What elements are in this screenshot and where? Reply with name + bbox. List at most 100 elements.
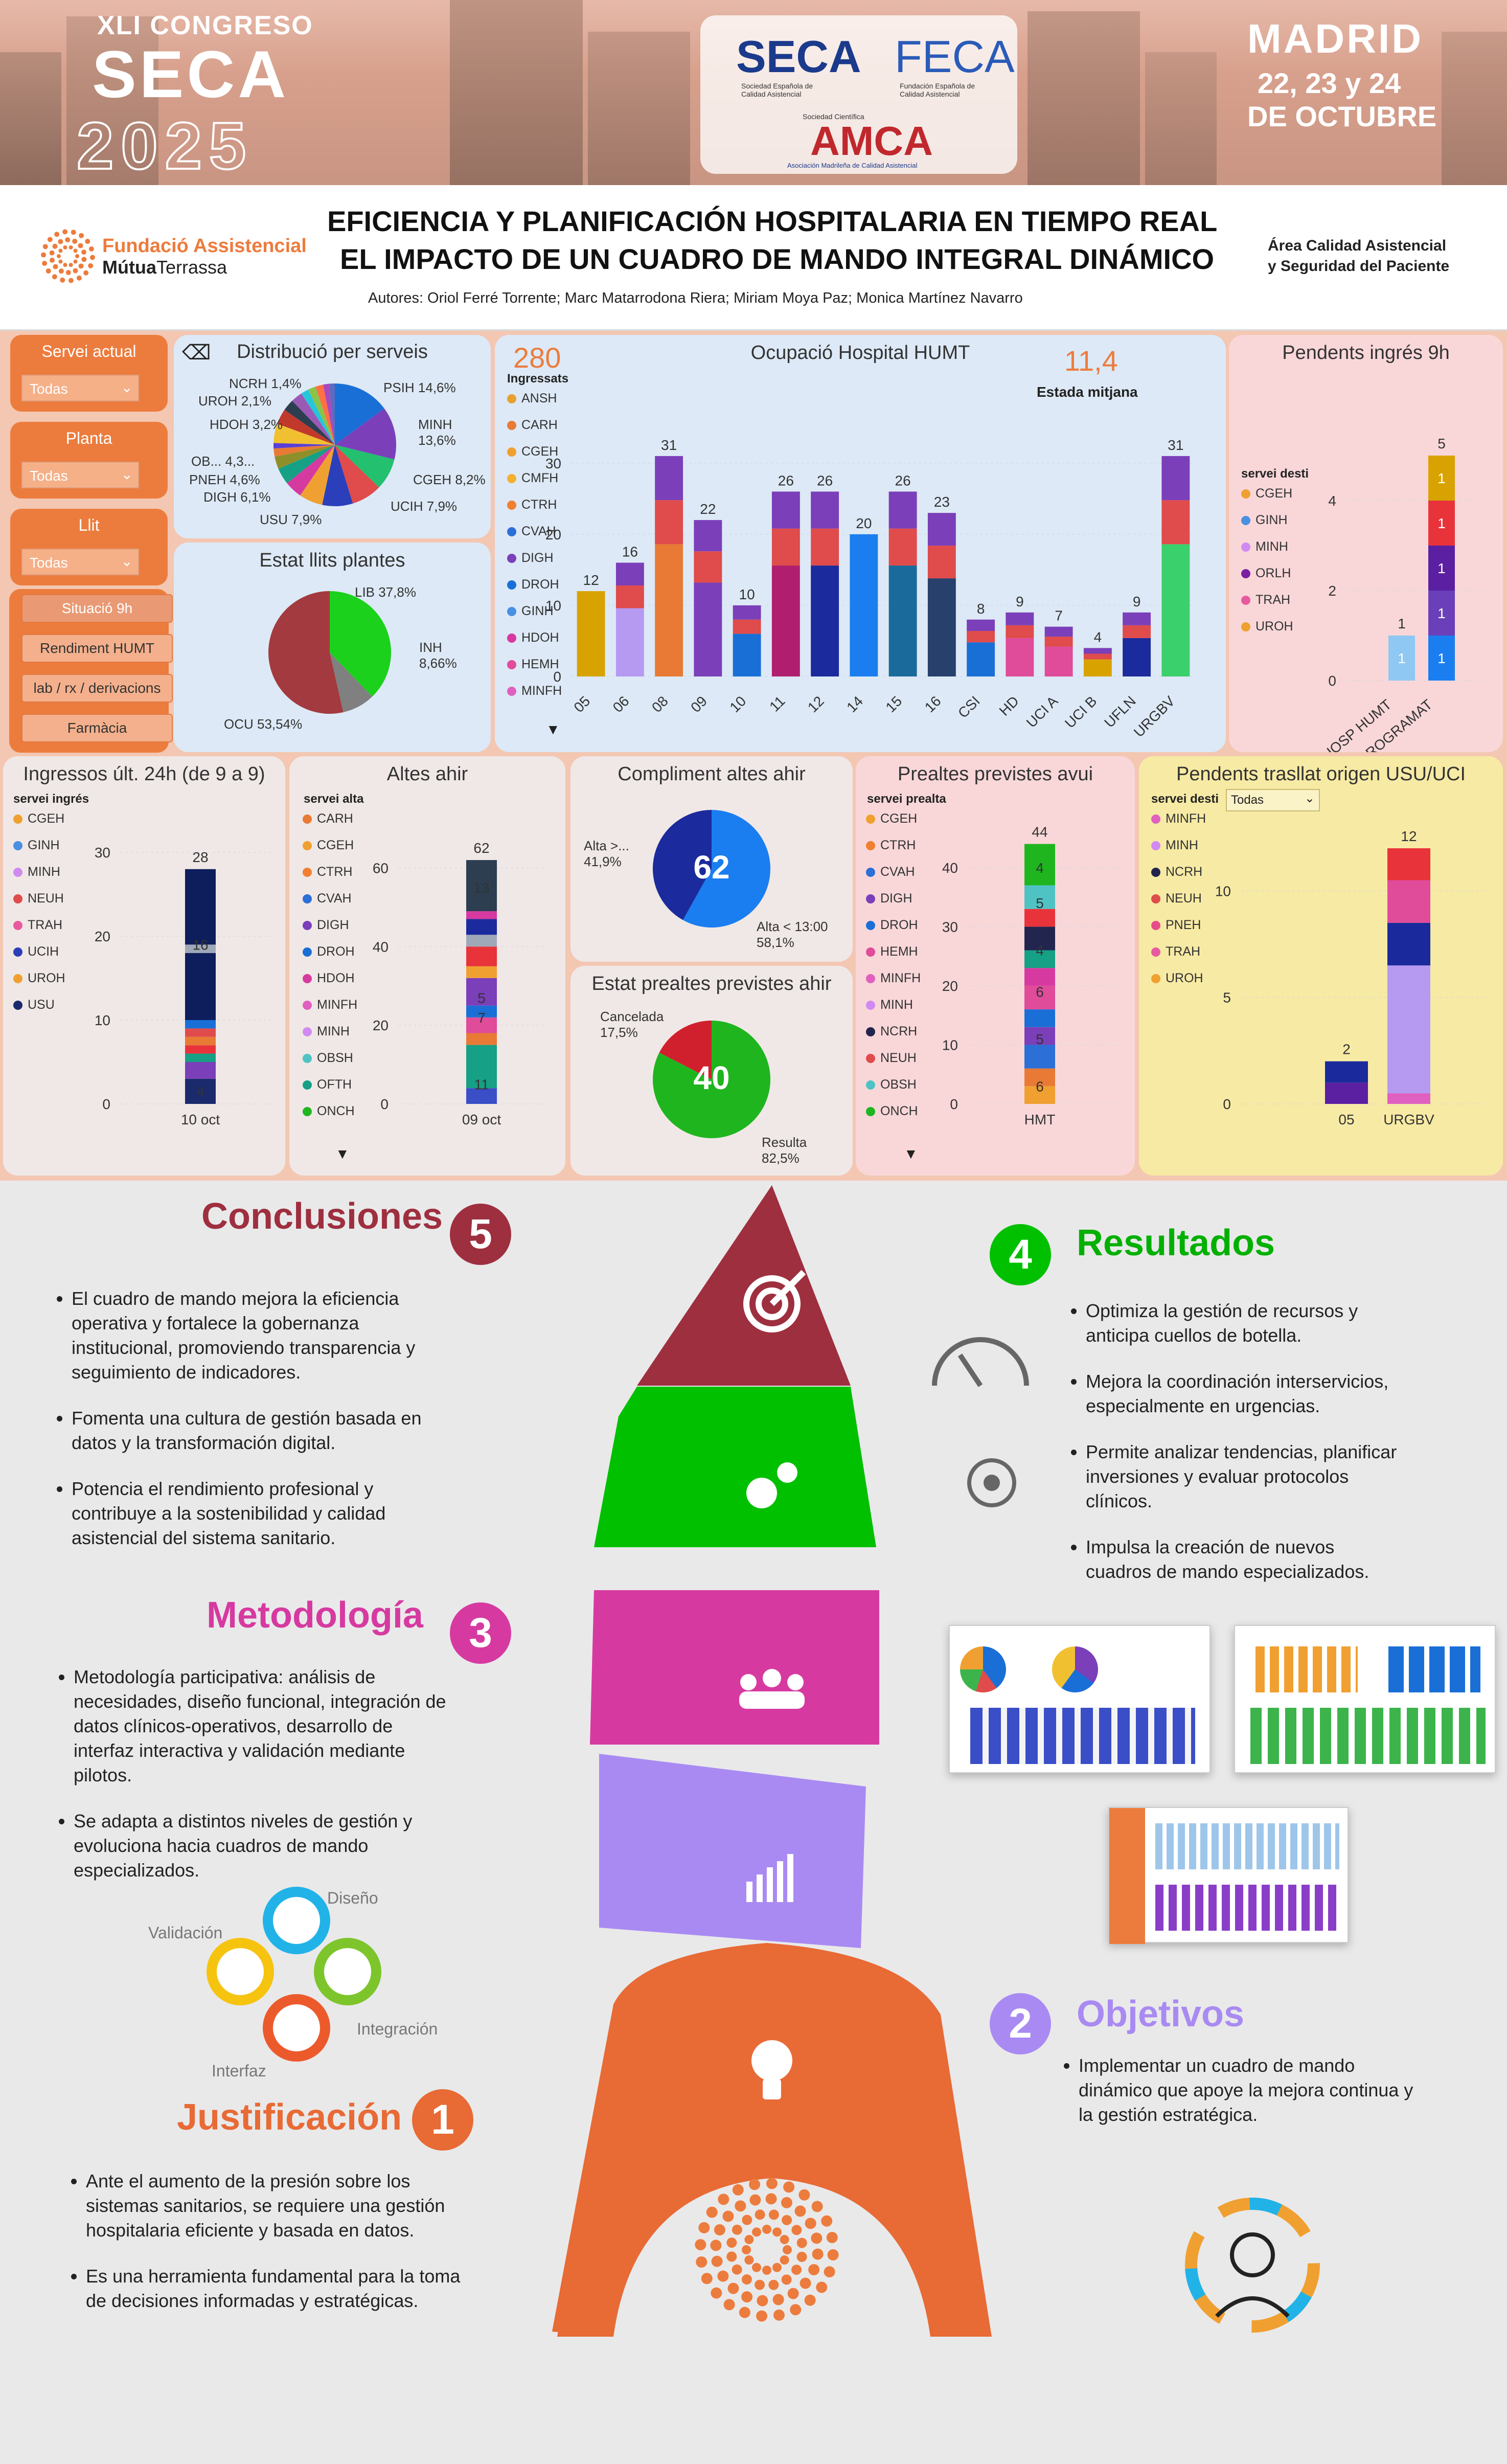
legend-item[interactable]: CTRH	[303, 865, 352, 879]
bar-segment[interactable]	[615, 585, 644, 608]
nav-farmacia[interactable]: Farmàcia	[21, 714, 173, 742]
bar-segment[interactable]	[1083, 659, 1112, 676]
bar-segment[interactable]	[1388, 636, 1415, 681]
legend-item[interactable]: PNEH	[1151, 918, 1201, 933]
bar-segment[interactable]	[466, 1005, 497, 1018]
chevron-down-icon[interactable]: ▼	[335, 1146, 350, 1162]
bar-segment[interactable]	[615, 608, 644, 677]
bar-segment[interactable]	[1024, 909, 1055, 927]
legend-item[interactable]: NCRH	[866, 1024, 917, 1039]
trasllat-filter[interactable]: Todas ⌄	[1226, 789, 1320, 811]
chevron-down-icon[interactable]: ▼	[546, 721, 560, 737]
bar-segment[interactable]	[1024, 1086, 1055, 1104]
bar-segment[interactable]	[1024, 885, 1055, 909]
bar-segment[interactable]	[466, 860, 497, 912]
legend-item[interactable]: GINH	[507, 604, 554, 619]
legend-item[interactable]: OBSH	[303, 1051, 353, 1066]
legend-item[interactable]: CARH	[303, 811, 353, 826]
legend-item[interactable]: UROH	[1151, 971, 1203, 986]
bar-segment[interactable]	[1325, 1082, 1368, 1104]
legend-item[interactable]: ONCH	[866, 1104, 918, 1119]
legend-item[interactable]: NEUH	[13, 891, 64, 906]
legend-item[interactable]: MINH	[866, 998, 913, 1012]
legend-item[interactable]: GINH	[13, 838, 60, 853]
legend-item[interactable]: DROH	[866, 918, 918, 933]
bar-segment[interactable]	[888, 491, 917, 529]
bar-segment[interactable]	[1161, 500, 1190, 545]
bar-segment[interactable]	[1044, 637, 1073, 647]
legend-item[interactable]: CVAH	[866, 865, 915, 879]
bar-segment[interactable]	[1024, 1045, 1055, 1069]
bar-segment[interactable]	[771, 566, 800, 676]
legend-item[interactable]: HDOH	[303, 971, 355, 986]
bar-segment[interactable]	[1387, 1093, 1430, 1104]
bar-segment[interactable]	[1006, 638, 1034, 676]
bar-segment[interactable]	[185, 1078, 216, 1104]
filter-servei-select[interactable]: Todas ⌄	[21, 375, 139, 401]
bar-segment[interactable]	[466, 911, 497, 919]
bar-segment[interactable]	[811, 566, 839, 676]
chevron-down-icon[interactable]: ▼	[904, 1146, 918, 1162]
bar-segment[interactable]	[1387, 880, 1430, 923]
bar-segment[interactable]	[1083, 653, 1112, 660]
bar-segment[interactable]	[185, 944, 216, 953]
legend-item[interactable]: HDOH	[507, 630, 559, 645]
bar-segment[interactable]	[1006, 625, 1034, 638]
bar-segment[interactable]	[694, 520, 722, 552]
legend-item[interactable]: CGEH	[303, 838, 354, 853]
bar-segment[interactable]	[1387, 965, 1430, 1094]
nav-rendiment[interactable]: Rendiment HUMT	[21, 634, 173, 663]
bar-segment[interactable]	[1428, 591, 1455, 636]
legend-item[interactable]: OFTH	[303, 1077, 352, 1092]
legend-item[interactable]: NEUH	[866, 1051, 917, 1066]
bar-segment[interactable]	[655, 500, 683, 545]
legend-item[interactable]: NEUH	[1151, 891, 1202, 906]
bar-segment[interactable]	[733, 605, 761, 620]
bar-segment[interactable]	[888, 528, 917, 566]
bar-segment[interactable]	[1006, 612, 1034, 625]
bar-segment[interactable]	[850, 534, 878, 676]
bar-segment[interactable]	[466, 1017, 497, 1033]
bar-segment[interactable]	[1428, 456, 1455, 501]
bar-segment[interactable]	[967, 642, 995, 676]
legend-item[interactable]: HEMH	[866, 944, 918, 959]
bar-segment[interactable]	[733, 619, 761, 634]
bar-segment[interactable]	[185, 1020, 216, 1029]
legend-item[interactable]: CTRH	[507, 498, 557, 512]
bar-segment[interactable]	[1123, 612, 1151, 625]
bar-segment[interactable]	[811, 528, 839, 566]
bar-segment[interactable]	[185, 1036, 216, 1046]
bar-segment[interactable]	[888, 566, 917, 676]
legend-item[interactable]: NCRH	[1151, 865, 1202, 879]
legend-item[interactable]: CVAH	[507, 524, 556, 539]
bar-segment[interactable]	[733, 634, 761, 676]
bar-segment[interactable]	[185, 953, 216, 1020]
bar-segment[interactable]	[1428, 636, 1455, 681]
bar-segment[interactable]	[927, 578, 956, 676]
bar-segment[interactable]	[1387, 922, 1430, 966]
bar-segment[interactable]	[185, 1045, 216, 1054]
bar-segment[interactable]	[1044, 646, 1073, 676]
legend-item[interactable]: MINFH	[866, 971, 921, 986]
bar-segment[interactable]	[1024, 1068, 1055, 1087]
legend-item[interactable]: UROH	[13, 971, 65, 986]
bar-segment[interactable]	[1123, 625, 1151, 638]
bar-segment[interactable]	[1024, 1027, 1055, 1045]
legend-item[interactable]: MINH	[303, 1024, 350, 1039]
bar-segment[interactable]	[185, 1062, 216, 1079]
legend-item[interactable]: CARH	[507, 418, 558, 433]
bar-segment[interactable]	[771, 491, 800, 529]
legend-item[interactable]: CGEH	[1241, 486, 1292, 501]
bar-segment[interactable]	[1161, 456, 1190, 501]
eraser-icon[interactable]: ⌫	[182, 342, 211, 364]
legend-item[interactable]: DROH	[507, 577, 559, 592]
legend-item[interactable]: CGEH	[13, 811, 64, 826]
legend-item[interactable]: MINFH	[1151, 811, 1206, 826]
bar-segment[interactable]	[1428, 501, 1455, 546]
legend-item[interactable]: HEMH	[507, 657, 559, 672]
bar-segment[interactable]	[185, 869, 216, 945]
bar-segment[interactable]	[1325, 1061, 1368, 1083]
legend-item[interactable]: ONCH	[303, 1104, 355, 1119]
bar-segment[interactable]	[1161, 544, 1190, 676]
bar-segment[interactable]	[466, 1088, 497, 1104]
